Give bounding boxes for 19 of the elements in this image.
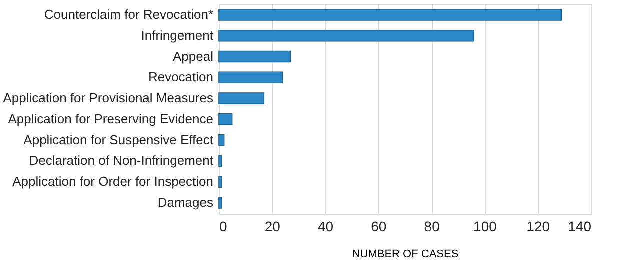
y-tick-label: Appeal bbox=[173, 48, 214, 64]
x-tick-label: 80 bbox=[424, 218, 440, 234]
x-tick-label: 40 bbox=[318, 218, 334, 234]
x-axis-title: NUMBER OF CASES bbox=[352, 248, 459, 260]
y-tick-label: Infringement bbox=[141, 28, 214, 43]
x-tick-label: 140 bbox=[568, 218, 592, 234]
x-tick-label: 60 bbox=[371, 218, 387, 234]
x-tick-label: 120 bbox=[526, 218, 550, 234]
y-tick-label: Declaration of Non-Infringement bbox=[29, 153, 214, 168]
y-tick-label: Application for Preserving Evidence bbox=[8, 111, 214, 126]
x-tick-label: 100 bbox=[474, 218, 498, 234]
x-tick-label: 20 bbox=[264, 218, 281, 234]
y-tick-label: Application for Order for Inspection bbox=[12, 174, 214, 190]
y-tick-label: Revocation bbox=[148, 70, 214, 85]
x-tick-label: 0 bbox=[220, 218, 228, 234]
y-tick-label: Application for Provisional Measures bbox=[3, 90, 214, 106]
y-tick-label: Application for Suspensive Effect bbox=[24, 132, 214, 148]
y-tick-label: Damages bbox=[158, 195, 214, 210]
y-tick-label: Counterclaim for Revocation* bbox=[44, 6, 214, 22]
